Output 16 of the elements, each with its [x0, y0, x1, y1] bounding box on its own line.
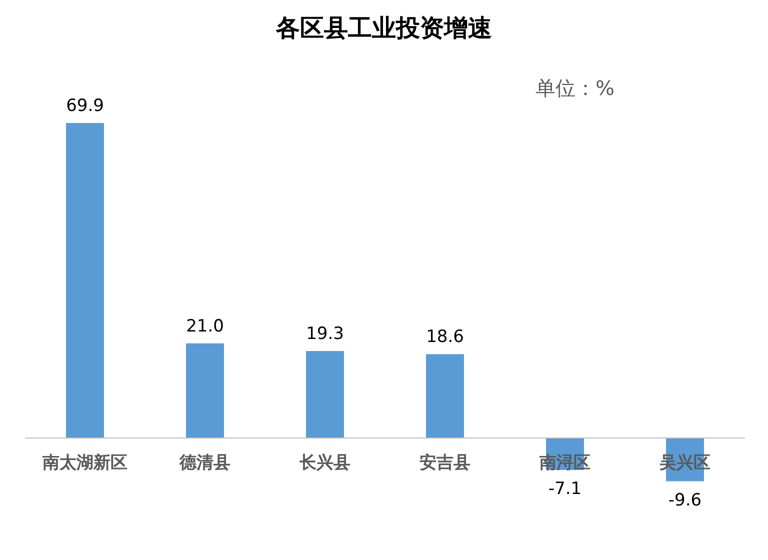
x-tick-label: 德清县 [178, 453, 230, 473]
bar [306, 351, 344, 438]
data-label: 69.9 [66, 96, 104, 116]
x-tick-label: 长兴县 [298, 453, 350, 473]
bar [186, 343, 224, 438]
data-label: 21.0 [186, 316, 224, 336]
bar [66, 123, 104, 438]
data-label: 19.3 [306, 324, 344, 344]
bar [426, 354, 464, 438]
chart-title: 各区县工业投资增速 [275, 14, 492, 42]
data-label: -9.6 [668, 490, 702, 510]
data-label: 18.6 [426, 327, 464, 348]
data-label: -7.1 [548, 478, 582, 499]
x-tick-label: 安吉县 [420, 453, 470, 473]
text: 单位：% [535, 76, 615, 100]
x-tick-label: 南太湖新区 [42, 453, 128, 473]
